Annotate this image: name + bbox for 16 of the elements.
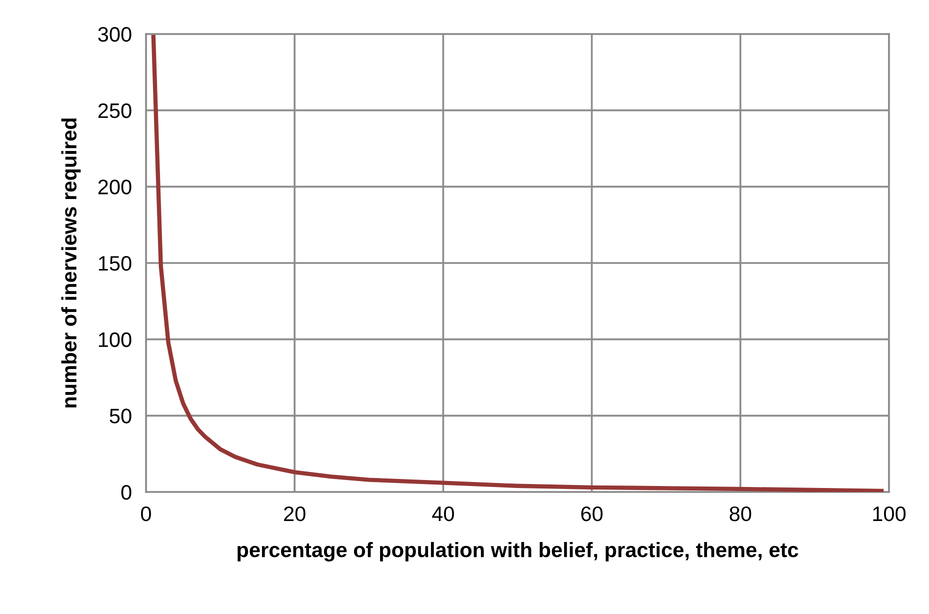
x-tick-label: 40 <box>432 506 454 522</box>
x-tick-label: 20 <box>284 506 306 522</box>
line-series <box>151 34 884 492</box>
y-tick-label: 0 <box>121 485 132 500</box>
x-tick-label: 80 <box>730 506 752 522</box>
y-tick-label: 150 <box>98 256 132 271</box>
y-tick-label: 250 <box>98 103 132 118</box>
y-axis-title: number of inerviews required <box>61 118 81 408</box>
y-tick-label: 200 <box>98 180 132 194</box>
x-tick-label: 100 <box>873 506 906 522</box>
x-axis-title: percentage of population with belief, practice, theme, etc <box>238 542 798 562</box>
x-tick-label: 0 <box>141 506 151 522</box>
y-tick-label: 100 <box>98 332 132 348</box>
y-tick-label: 50 <box>110 408 132 424</box>
y-tick-label: 300 <box>98 27 132 42</box>
x-tick-label: 60 <box>581 506 603 522</box>
